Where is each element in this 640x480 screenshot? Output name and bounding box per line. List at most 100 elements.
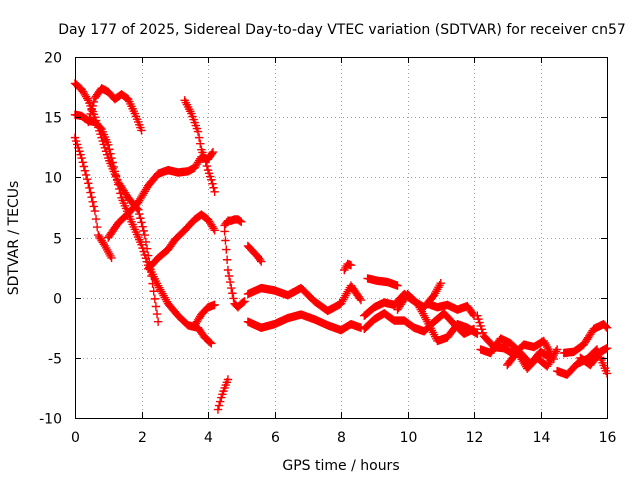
data-point xyxy=(436,279,445,288)
data-point xyxy=(207,149,217,158)
data-point xyxy=(468,309,478,319)
data-point xyxy=(133,205,143,215)
series-track-08 xyxy=(190,300,219,330)
data-point xyxy=(115,184,124,194)
grid-lines xyxy=(75,57,607,418)
data-point xyxy=(223,375,233,384)
series-track-09 xyxy=(213,375,233,414)
series-track-18 xyxy=(363,274,402,290)
data-point xyxy=(75,147,84,156)
y-tick-label: 10 xyxy=(44,171,62,187)
data-point xyxy=(142,257,152,266)
data-point xyxy=(84,179,93,188)
y-tick-label: -10 xyxy=(39,412,62,428)
data-point xyxy=(223,265,233,275)
y-tick-label: 20 xyxy=(44,51,62,67)
data-point xyxy=(104,140,113,150)
data-point xyxy=(140,250,150,260)
data-point xyxy=(355,294,365,303)
series-track-06 xyxy=(143,210,219,273)
y-tick-label: 15 xyxy=(44,111,62,127)
data-point xyxy=(218,390,227,399)
x-tick-label: 4 xyxy=(204,430,213,446)
series-track-07 xyxy=(180,96,219,196)
data-point xyxy=(78,158,87,167)
x-tick-label: 0 xyxy=(71,430,80,446)
data-point xyxy=(77,153,86,163)
data-point xyxy=(137,240,146,249)
data-point xyxy=(221,236,230,245)
data-point xyxy=(91,214,101,224)
data-point xyxy=(257,257,266,266)
data-point xyxy=(222,245,231,254)
data-point xyxy=(255,255,265,265)
data-point xyxy=(206,172,215,181)
data-point xyxy=(237,217,246,227)
data-point xyxy=(105,145,114,154)
data-point xyxy=(222,255,232,264)
data-point xyxy=(139,247,148,256)
data-point xyxy=(88,197,97,207)
data-point xyxy=(80,166,90,175)
data-markers xyxy=(70,79,612,414)
data-point xyxy=(89,97,99,107)
data-point xyxy=(208,147,218,157)
data-point xyxy=(210,300,219,310)
data-point xyxy=(229,294,238,303)
data-point xyxy=(206,338,215,347)
series-track-14 xyxy=(243,281,366,316)
data-point xyxy=(87,192,96,202)
data-point xyxy=(90,206,100,216)
data-point xyxy=(137,218,146,227)
data-point xyxy=(87,105,96,115)
data-point xyxy=(239,297,248,307)
data-point xyxy=(227,283,236,293)
data-point xyxy=(393,281,402,290)
x-axis-label: GPS time / hours xyxy=(282,458,399,474)
data-point xyxy=(152,309,162,319)
data-point xyxy=(73,140,82,149)
series-track-25 xyxy=(559,319,612,358)
data-point xyxy=(107,253,116,263)
data-point xyxy=(149,287,158,296)
data-point xyxy=(475,318,484,327)
series-track-19 xyxy=(393,289,482,346)
data-point xyxy=(214,401,224,410)
data-point xyxy=(210,226,219,235)
data-point xyxy=(228,289,237,298)
data-point xyxy=(85,183,94,193)
data-point xyxy=(109,162,118,172)
data-point xyxy=(473,311,482,320)
data-point xyxy=(219,386,228,396)
data-point xyxy=(139,226,148,236)
x-tick-label: 12 xyxy=(466,430,484,446)
data-point xyxy=(135,209,144,219)
data-point xyxy=(200,153,209,163)
data-point xyxy=(207,339,216,348)
data-point xyxy=(202,161,212,171)
data-point xyxy=(210,187,219,196)
x-tick-label: 2 xyxy=(138,430,147,446)
x-tick-label: 14 xyxy=(533,430,551,446)
data-point xyxy=(116,189,125,198)
data-point xyxy=(150,294,159,304)
data-point xyxy=(474,314,483,324)
data-point xyxy=(478,328,488,337)
data-point xyxy=(217,393,226,402)
data-point xyxy=(225,277,235,287)
x-tick-label: 6 xyxy=(271,430,280,446)
data-point xyxy=(196,139,205,148)
data-point xyxy=(141,254,151,263)
y-tick-label: 0 xyxy=(53,292,62,308)
y-axis-label: SDTVAR / TECUs xyxy=(6,181,22,296)
data-point xyxy=(106,149,115,158)
data-point xyxy=(204,169,214,178)
data-point xyxy=(82,174,92,184)
data-point xyxy=(208,179,217,188)
data-point xyxy=(112,175,122,185)
y-tick-label: 5 xyxy=(53,232,62,248)
series-track-04 xyxy=(84,84,146,135)
y-tick-labels: -10 -5 0 5 10 15 20 xyxy=(39,51,62,428)
data-point xyxy=(356,295,366,305)
data-point xyxy=(194,133,204,142)
